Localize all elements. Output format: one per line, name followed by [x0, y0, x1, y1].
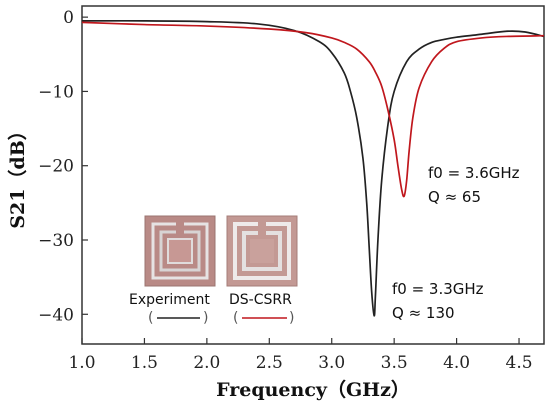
x-tick-label: 1.0: [68, 353, 95, 373]
y-tick-label: −10: [38, 82, 74, 102]
series-layer: [81, 19, 545, 317]
annotation-dscsrr-q: Q ≈ 65: [428, 188, 481, 206]
annotation-experiment-f0: f0 = 3.3GHz: [392, 280, 484, 298]
annotation-dscsrr-f0: f0 = 3.6GHz: [428, 164, 520, 182]
x-tick-label: 1.5: [131, 353, 158, 373]
x-axis-title: Frequency（GHz）: [216, 378, 410, 401]
legend-label-dscsrr: DS-CSRR: [229, 292, 292, 308]
legend-label-experiment: Experiment: [129, 292, 210, 308]
x-tick-label: 2.5: [256, 353, 283, 373]
legend-paren-close-experiment: ): [203, 310, 208, 326]
y-axis-title: S21（dB）: [6, 121, 29, 229]
x-tick-label: 3.5: [381, 353, 408, 373]
x-tick-label: 2.0: [193, 353, 220, 373]
y-tick-label: −30: [38, 231, 74, 251]
y-tick-label: 0: [63, 8, 74, 28]
dscsrr-resonator-image: [226, 215, 298, 287]
x-tick-label: 3.0: [318, 353, 345, 373]
legend-paren-close-dscsrr: ): [289, 310, 294, 326]
x-tick-label: 4.5: [506, 353, 533, 373]
annotation-experiment-q: Q ≈ 130: [392, 304, 455, 322]
series-line-dscsrr: [81, 21, 545, 198]
legend-paren-open-dscsrr: (: [233, 310, 238, 326]
axis-ticks: 1.0 1.5 2.0 2.5 3.0 3.5 4.0 4.5 0 −10 −20 −30 −40: [38, 8, 532, 373]
y-tick-label: −20: [38, 157, 74, 177]
plot-frame: [81, 5, 545, 345]
y-tick-label: −40: [38, 305, 74, 325]
legend-paren-open-experiment: (: [148, 310, 153, 326]
series-line-experiment: [81, 19, 545, 317]
x-tick-label: 4.0: [443, 353, 470, 373]
legend: Experiment DS-CSRR ( ) ( ): [129, 215, 298, 326]
experiment-resonator-image: [144, 215, 216, 287]
